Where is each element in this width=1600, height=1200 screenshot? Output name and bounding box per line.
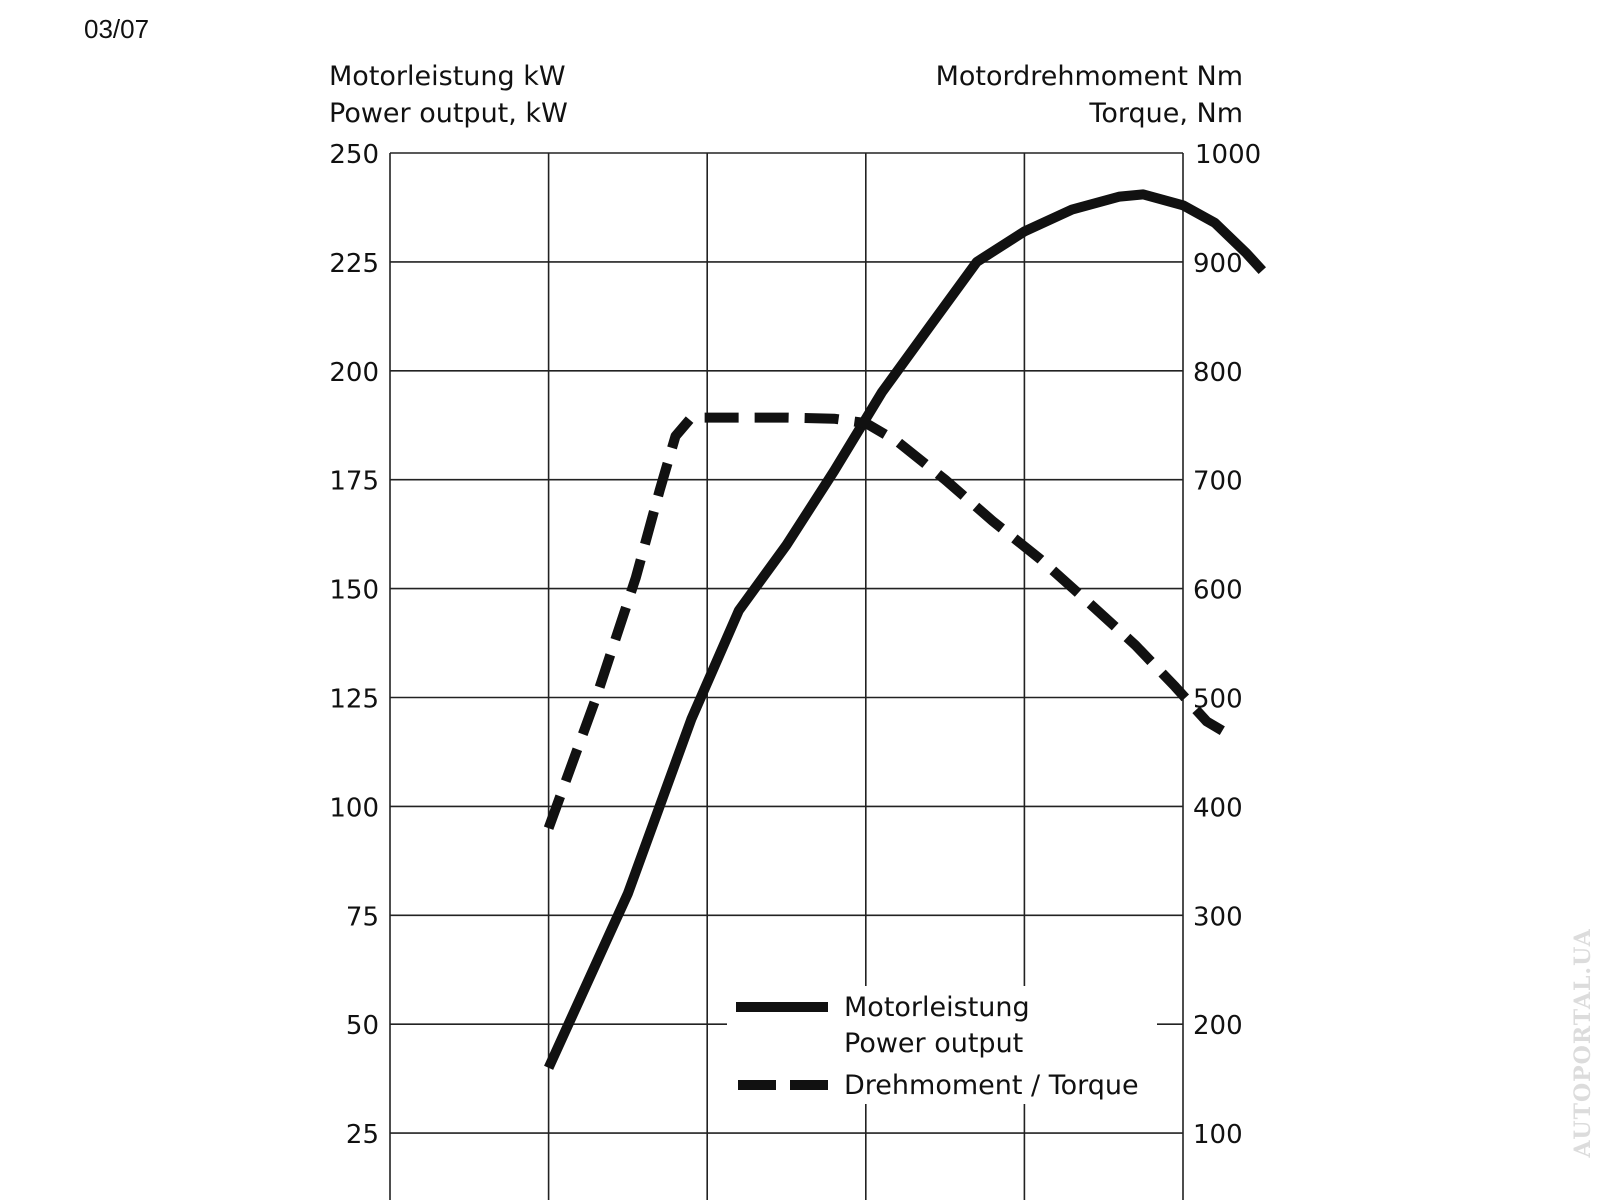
torque-line <box>543 412 1234 830</box>
left-tick-label: 225 <box>329 249 379 279</box>
power-output-line <box>544 189 1266 1070</box>
right-tick-label: 1000 <box>1195 140 1261 170</box>
legend-power-label-1: Motorleistung <box>844 992 1030 1023</box>
left-tick-label: 50 <box>346 1011 379 1041</box>
right-tick-label: 700 <box>1193 467 1243 497</box>
right-axis-label-2: Torque, Nm <box>1088 98 1243 129</box>
left-tick-label: 175 <box>329 467 379 497</box>
right-tick-label: 100 <box>1193 1120 1243 1150</box>
left-tick-label: 200 <box>329 358 379 388</box>
right-tick-label: 300 <box>1193 902 1243 932</box>
left-tick-label: 100 <box>329 793 379 823</box>
left-tick-label: 125 <box>329 685 379 715</box>
right-axis-label-1: Motordrehmoment Nm <box>936 61 1243 92</box>
left-axis-label-1: Motorleistung kW <box>329 61 566 92</box>
left-tick-label: 25 <box>346 1120 379 1150</box>
right-tick-label: 400 <box>1193 793 1243 823</box>
legend-torque-label: Drehmoment / Torque <box>844 1070 1139 1101</box>
right-tick-label: 200 <box>1193 1011 1243 1041</box>
right-tick-label: 600 <box>1193 576 1243 606</box>
left-tick-label: 150 <box>329 576 379 606</box>
left-axis-label-2: Power output, kW <box>329 98 568 129</box>
left-tick-label: 250 <box>329 140 379 170</box>
legend-power-label-2: Power output <box>844 1028 1023 1059</box>
right-tick-label: 800 <box>1193 358 1243 388</box>
right-tick-label: 900 <box>1193 249 1243 279</box>
date-stamp: 03/07 <box>84 14 150 44</box>
left-tick-label: 75 <box>346 902 379 932</box>
